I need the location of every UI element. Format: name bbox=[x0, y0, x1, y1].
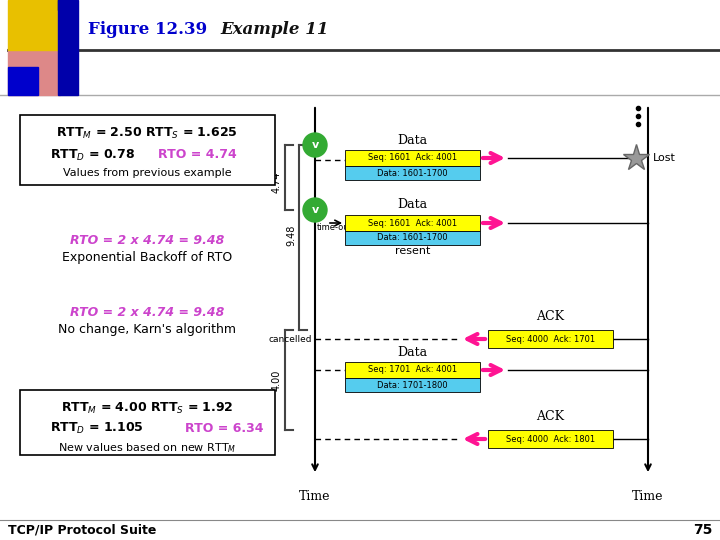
Circle shape bbox=[303, 133, 327, 157]
Bar bbox=[488, 430, 613, 448]
Text: Seq: 1701  Ack: 4001: Seq: 1701 Ack: 4001 bbox=[368, 366, 457, 375]
Text: 75: 75 bbox=[693, 523, 712, 537]
Text: 4.00: 4.00 bbox=[272, 369, 282, 390]
Bar bbox=[488, 330, 613, 348]
Text: time-out: time-out bbox=[317, 222, 353, 232]
Text: resent: resent bbox=[395, 246, 430, 256]
Text: RTT$_D$ = 1.105: RTT$_D$ = 1.105 bbox=[50, 421, 144, 436]
Text: v: v bbox=[311, 140, 319, 150]
Text: Seq: 4000  Ack: 1701: Seq: 4000 Ack: 1701 bbox=[506, 334, 595, 343]
Text: TCP/IP Protocol Suite: TCP/IP Protocol Suite bbox=[8, 523, 156, 537]
Text: Example 11: Example 11 bbox=[220, 22, 328, 38]
Text: ACK: ACK bbox=[536, 409, 564, 422]
Text: Seq: 4000  Ack: 1801: Seq: 4000 Ack: 1801 bbox=[506, 435, 595, 443]
Bar bbox=[8, 0, 60, 50]
Text: 4.74: 4.74 bbox=[272, 172, 282, 193]
Text: Lost: Lost bbox=[653, 153, 676, 163]
Bar bbox=[345, 362, 480, 378]
Bar bbox=[8, 48, 60, 95]
Circle shape bbox=[303, 198, 327, 222]
Bar bbox=[20, 390, 275, 455]
Text: RTO = 6.34: RTO = 6.34 bbox=[185, 422, 264, 435]
Bar bbox=[20, 115, 275, 185]
Text: Data: Data bbox=[397, 133, 428, 146]
Text: RTO = 2 x 4.74 = 9.48: RTO = 2 x 4.74 = 9.48 bbox=[70, 306, 224, 319]
Text: RTO = 2 x 4.74 = 9.48: RTO = 2 x 4.74 = 9.48 bbox=[70, 233, 224, 246]
Text: Time: Time bbox=[300, 490, 330, 503]
Bar bbox=[345, 215, 480, 231]
Bar bbox=[58, 0, 61, 10]
Text: 9.48: 9.48 bbox=[286, 224, 296, 246]
Text: Values from previous example: Values from previous example bbox=[63, 168, 231, 178]
Text: Data: Data bbox=[397, 199, 428, 212]
Bar bbox=[8, 67, 38, 95]
Text: Figure 12.39: Figure 12.39 bbox=[88, 22, 207, 38]
Text: Data: 1601-1700: Data: 1601-1700 bbox=[377, 233, 448, 242]
Text: Data: 1601-1700: Data: 1601-1700 bbox=[377, 168, 448, 178]
Text: No change, Karn's algorithm: No change, Karn's algorithm bbox=[58, 323, 236, 336]
Text: Data: 1701-1800: Data: 1701-1800 bbox=[377, 381, 448, 389]
Text: Seq: 1601  Ack: 4001: Seq: 1601 Ack: 4001 bbox=[368, 153, 457, 163]
Text: RTT$_M$ = 2.50 RTT$_S$ = 1.625: RTT$_M$ = 2.50 RTT$_S$ = 1.625 bbox=[56, 125, 238, 140]
Text: Seq: 1601  Ack: 4001: Seq: 1601 Ack: 4001 bbox=[368, 219, 457, 227]
Bar bbox=[345, 378, 480, 392]
Text: Data: Data bbox=[397, 346, 428, 359]
Text: RTT$_D$ = 0.78: RTT$_D$ = 0.78 bbox=[50, 147, 135, 163]
Text: ACK: ACK bbox=[536, 309, 564, 322]
Text: New values based on new RTT$_M$: New values based on new RTT$_M$ bbox=[58, 441, 236, 455]
Text: v: v bbox=[311, 205, 319, 215]
Text: RTO = 4.74: RTO = 4.74 bbox=[158, 148, 237, 161]
Bar bbox=[345, 231, 480, 245]
Text: RTT$_M$ = 4.00 RTT$_S$ = 1.92: RTT$_M$ = 4.00 RTT$_S$ = 1.92 bbox=[60, 401, 233, 416]
Bar bbox=[58, 0, 78, 95]
Bar bbox=[345, 166, 480, 180]
Text: Exponential Backoff of RTO: Exponential Backoff of RTO bbox=[62, 252, 232, 265]
Text: cancelled: cancelled bbox=[269, 334, 312, 343]
Bar bbox=[345, 150, 480, 166]
Text: Time: Time bbox=[632, 490, 664, 503]
